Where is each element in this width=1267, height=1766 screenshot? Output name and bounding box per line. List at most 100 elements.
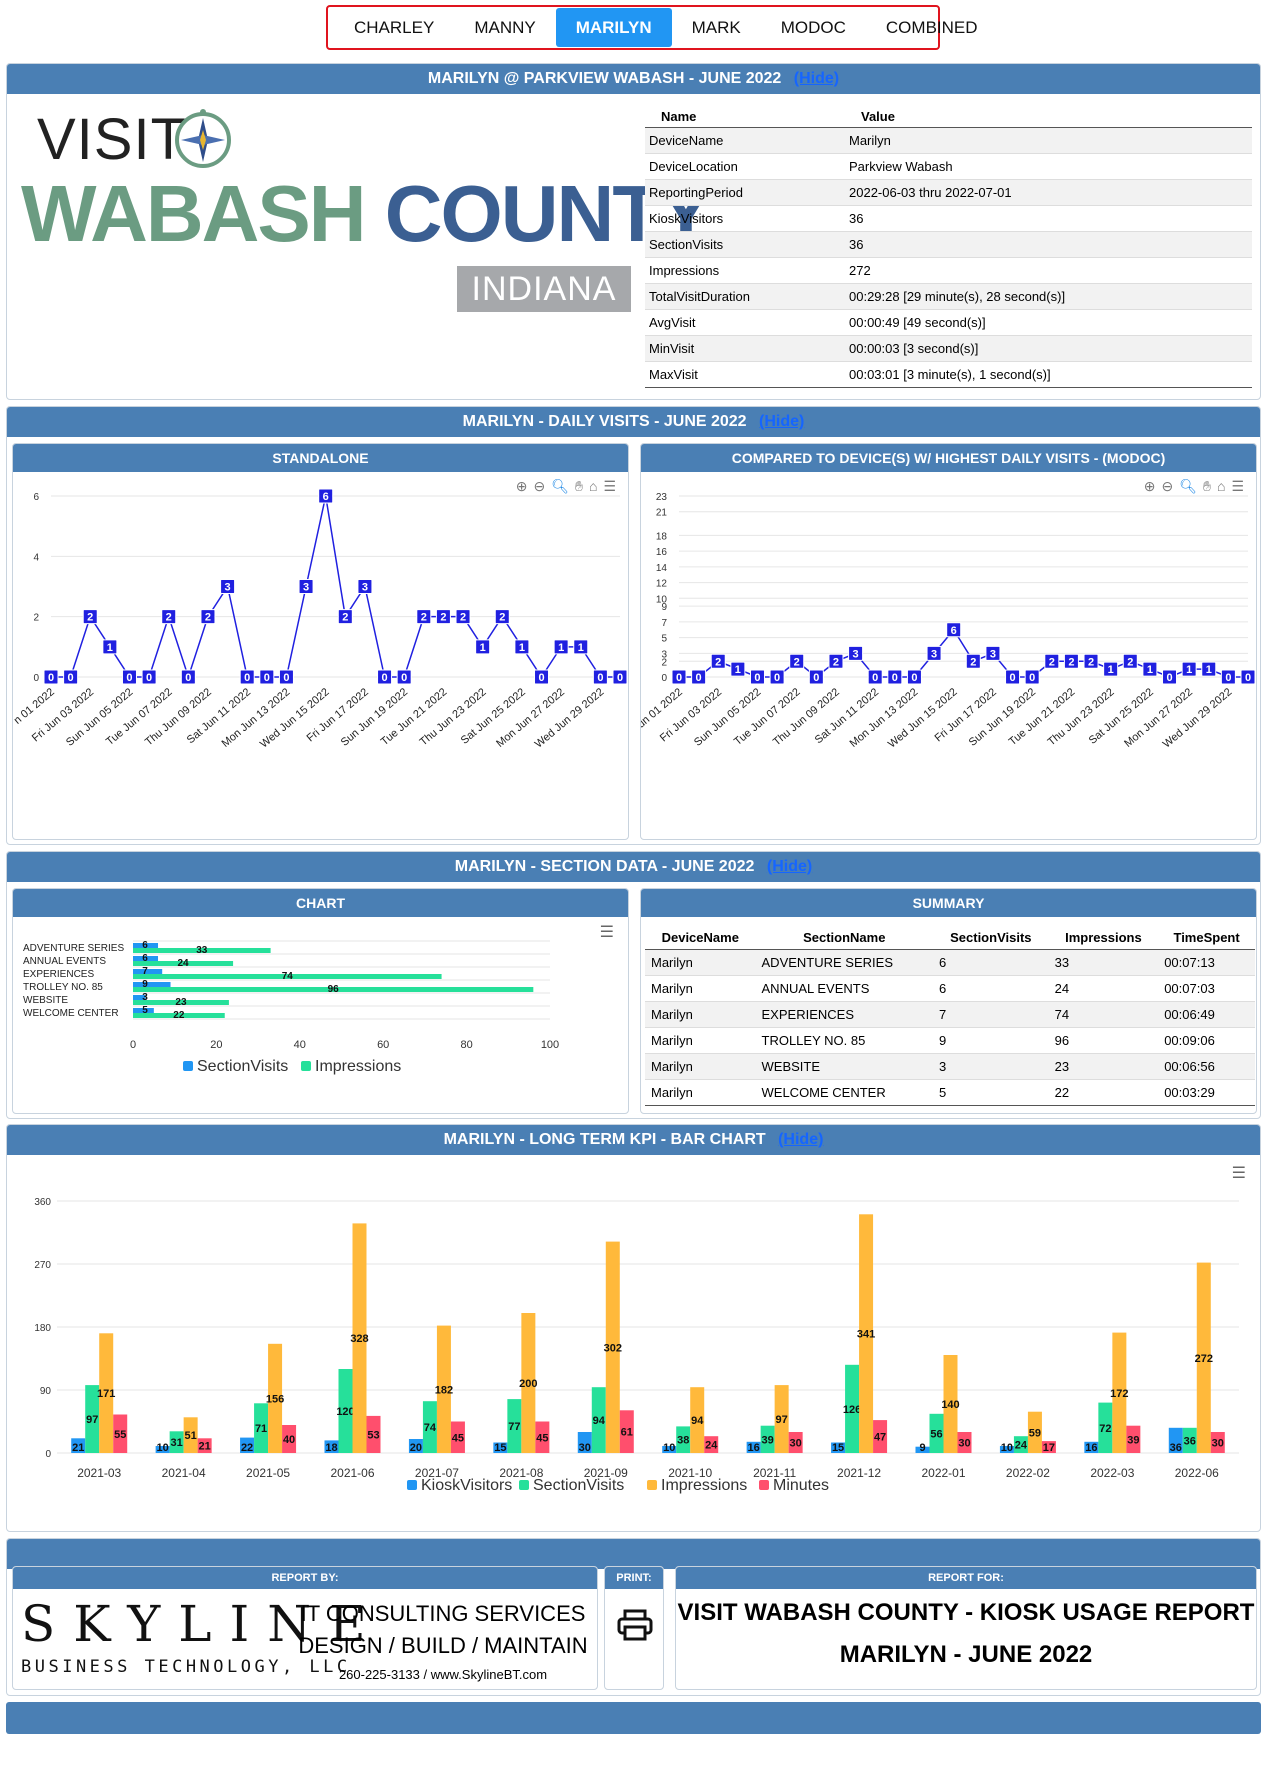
- data-label: 3: [142, 992, 148, 1003]
- legend-item[interactable]: Impressions: [647, 1477, 747, 1494]
- menu-icon[interactable]: ☰: [1231, 1165, 1246, 1182]
- zoom-out-icon[interactable]: ⊖: [1161, 478, 1174, 494]
- bar-Minutes: [113, 1414, 128, 1453]
- bar-Impressions: [133, 987, 534, 992]
- zoom-in-icon[interactable]: ⊕: [515, 478, 528, 494]
- y-tick-label: 10: [656, 594, 668, 605]
- print-box: PRINT:: [604, 1566, 664, 1690]
- tab-marilyn[interactable]: MARILYN: [555, 8, 672, 47]
- x-tick-label: Mon Jun 13 2022: [220, 686, 293, 750]
- legend-item[interactable]: SectionVisits: [519, 1477, 624, 1494]
- info-cell-name: TotalVisitDuration: [645, 283, 845, 310]
- daily-hide-link[interactable]: (Hide): [759, 413, 805, 430]
- x-tick-label: 2022-02: [1006, 1466, 1050, 1480]
- info-cell-value: Marilyn: [845, 127, 1252, 154]
- bar-SectionVisits: [133, 943, 159, 948]
- svg-text:2: 2: [1068, 656, 1074, 668]
- data-label: 61: [621, 1427, 633, 1439]
- tab-manny[interactable]: MANNY: [474, 18, 536, 37]
- data-label: 0: [141, 669, 157, 685]
- data-label: 1: [102, 639, 118, 655]
- printer-icon[interactable]: [617, 1609, 653, 1641]
- pan-hand-icon[interactable]: ✋︎: [574, 478, 583, 494]
- x-tick-label: Wed Jun 29 2022: [1161, 686, 1235, 750]
- visit-wabash-logo: VISIT WABASH COUNTY INDIANA: [15, 100, 713, 312]
- svg-text:2: 2: [421, 612, 427, 624]
- kpi-panel: MARILYN - LONG TERM KPI - BAR CHART (Hid…: [6, 1124, 1261, 1532]
- info-hide-link[interactable]: (Hide): [793, 70, 840, 87]
- data-label: 39: [762, 1434, 774, 1446]
- x-tick-label: Thu Jun 23 2022: [418, 686, 489, 748]
- data-label: 55: [114, 1429, 126, 1441]
- x-tick-label: Wed Jun 29 2022: [533, 686, 607, 750]
- tab-modoc[interactable]: MODOC: [780, 18, 846, 37]
- section-panel-header: MARILYN - SECTION DATA - JUNE 2022 (Hide…: [7, 852, 1260, 882]
- logo-wabash: WABASH: [21, 169, 367, 258]
- bar-Minutes: [1041, 1441, 1056, 1453]
- data-label: 2: [1122, 653, 1138, 669]
- report-for-label: REPORT FOR:: [676, 1567, 1256, 1589]
- data-label: 10: [157, 1442, 169, 1454]
- data-label: 1: [730, 661, 746, 677]
- menu-icon[interactable]: ☰: [603, 478, 616, 494]
- data-label: 3: [985, 645, 1001, 661]
- reset-home-icon[interactable]: ⌂: [588, 478, 598, 494]
- reset-home-icon[interactable]: ⌂: [1216, 478, 1226, 494]
- menu-icon[interactable]: ☰: [599, 924, 614, 941]
- svg-text:0: 0: [146, 672, 152, 684]
- zoom-selection-icon[interactable]: 🔍︎: [551, 478, 569, 494]
- data-label: 2: [1083, 653, 1099, 669]
- data-label: 171: [97, 1388, 115, 1400]
- menu-icon[interactable]: ☰: [1231, 478, 1244, 494]
- legend-item[interactable]: Impressions: [301, 1058, 401, 1075]
- compared-title: COMPARED TO DEVICE(S) W/ HIGHEST DAILY V…: [641, 444, 1256, 472]
- bar-SectionVisits: [676, 1426, 691, 1453]
- bar-Impressions: [943, 1355, 958, 1453]
- data-label: 74: [424, 1422, 437, 1434]
- summary-cell: 96: [1048, 1027, 1159, 1054]
- tab-mark[interactable]: MARK: [691, 18, 741, 37]
- data-label: 23: [175, 997, 187, 1008]
- svg-text:0: 0: [48, 672, 54, 684]
- y-tick-label: 270: [34, 1260, 51, 1271]
- legend-item[interactable]: KioskVisitors: [407, 1477, 512, 1494]
- zoom-selection-icon[interactable]: 🔍︎: [1179, 478, 1197, 494]
- zoom-in-icon[interactable]: ⊕: [1143, 478, 1156, 494]
- legend-item[interactable]: SectionVisits: [183, 1058, 288, 1075]
- section-hide-link[interactable]: (Hide): [766, 858, 813, 875]
- info-cell-value: 36: [845, 205, 1252, 232]
- bar-Impressions: [436, 1325, 451, 1453]
- bar-SectionVisits: [1098, 1402, 1113, 1453]
- info-cell-value: Parkview Wabash: [845, 153, 1252, 180]
- data-label: 302: [604, 1342, 622, 1354]
- data-label: 0: [612, 669, 628, 685]
- data-label: 30: [790, 1438, 802, 1450]
- kpi-panel-header: MARILYN - LONG TERM KPI - BAR CHART (Hid…: [7, 1125, 1260, 1155]
- x-tick-label: Tue Jun 21 2022: [379, 686, 450, 748]
- section-panel-title: MARILYN - SECTION DATA - JUNE 2022: [454, 858, 755, 875]
- y-tick-label: 180: [34, 1323, 51, 1334]
- pan-hand-icon[interactable]: ✋︎: [1202, 478, 1211, 494]
- bar-SectionVisits: [133, 995, 146, 1000]
- data-label: 15: [832, 1442, 844, 1454]
- info-cell-name: KioskVisitors: [645, 205, 845, 232]
- kpi-hide-link[interactable]: (Hide): [778, 1131, 824, 1148]
- x-tick-label: Mon Jun 27 2022: [494, 686, 567, 750]
- data-label: 2: [1063, 653, 1079, 669]
- legend-item[interactable]: Minutes: [759, 1477, 829, 1494]
- svg-text:0: 0: [538, 672, 544, 684]
- svg-text:2: 2: [460, 612, 466, 624]
- data-label: 2: [337, 609, 353, 625]
- data-label: 97: [776, 1414, 788, 1426]
- y-tick-label: 2: [33, 613, 39, 624]
- svg-text:2: 2: [440, 612, 446, 624]
- data-label: 16: [1085, 1442, 1097, 1454]
- info-panel: MARILYN @ PARKVIEW WABASH - JUNE 2022 (H…: [6, 63, 1261, 400]
- tab-combined[interactable]: COMBINED: [885, 18, 978, 37]
- copyright-bar: COPYRIGHT © 2022 - SKYLINE BUSINESS TECH…: [6, 1702, 1261, 1758]
- zoom-out-icon[interactable]: ⊖: [533, 478, 546, 494]
- svg-text:0: 0: [774, 672, 780, 684]
- tab-charley[interactable]: CHARLEY: [354, 18, 435, 37]
- report-by-box: REPORT BY: SKYLINE BUSINESS TECHNOLOGY, …: [12, 1566, 598, 1690]
- table-row: Marilyn WEBSITE 3 23 00:06:56: [645, 1053, 1255, 1080]
